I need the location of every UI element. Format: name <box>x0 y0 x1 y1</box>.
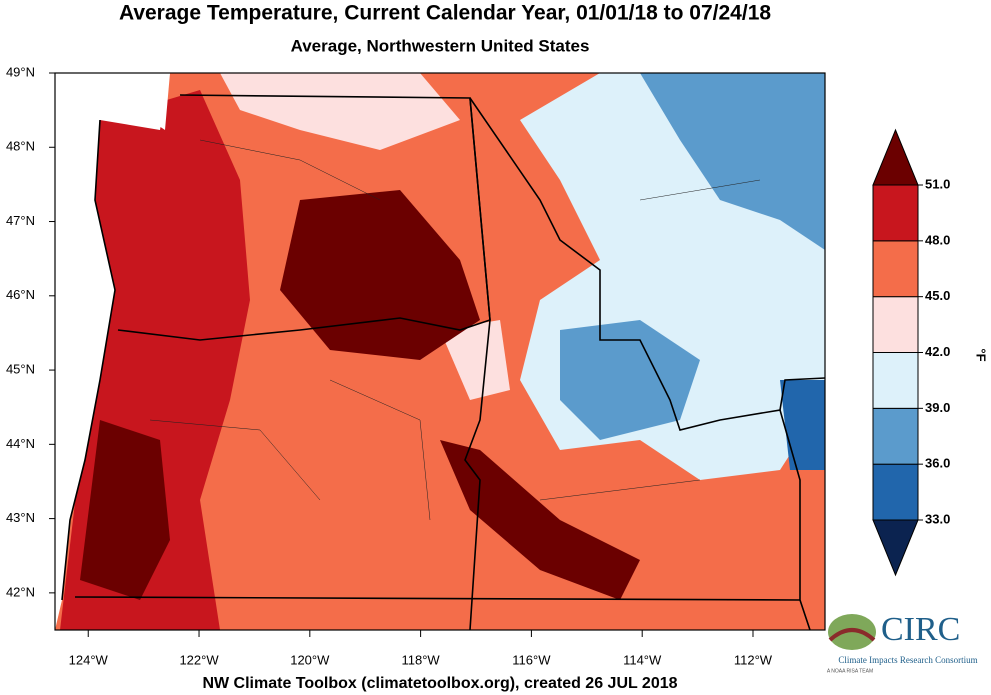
colorbar-tick-label: 51.0 <box>925 176 950 191</box>
y-tick-label: 47°N <box>6 213 35 228</box>
x-tick-label: 112°W <box>734 652 773 667</box>
colorbar-bin <box>872 296 919 353</box>
unit-label: °F <box>974 348 989 361</box>
y-tick-label: 42°N <box>6 584 35 599</box>
colorbar-bin <box>872 184 919 242</box>
y-tick-label: 49°N <box>6 64 35 79</box>
colorbar-bin <box>872 240 919 298</box>
colorbar-bin <box>872 352 919 409</box>
borders <box>61 94 826 631</box>
map-frame <box>54 72 826 631</box>
logo: CIRC Climate Impacts Research Consortium… <box>827 611 978 675</box>
x-tick-label: 118°W <box>402 652 441 667</box>
y-tick-label: 45°N <box>6 362 35 377</box>
x-tick-label: 116°W <box>512 652 551 667</box>
colorbar-tick-label: 39.0 <box>925 400 950 415</box>
colorbar-over <box>872 128 919 186</box>
y-tick-label: 48°N <box>6 139 35 154</box>
x-tick-label: 122°W <box>179 652 219 667</box>
map-raster <box>55 73 825 630</box>
y-tick-label: 46°N <box>6 287 35 302</box>
x-tick-label: 124°W <box>69 652 109 667</box>
colorbar-bin <box>872 463 919 521</box>
y-tick-label: 44°N <box>6 436 35 451</box>
colorbar-tick-label: 45.0 <box>925 288 950 303</box>
x-tick-label: 114°W <box>623 652 662 667</box>
colorbar-tick-label: 33.0 <box>925 511 950 526</box>
colorbar-tick-label: 36.0 <box>925 456 950 471</box>
logo-full-name: Climate Impacts Research Consortium <box>838 655 977 665</box>
x-tick-label: 120°W <box>290 652 330 667</box>
logo-tagline: A NOAA RISA TEAM <box>827 668 873 674</box>
credit: NW Climate Toolbox (climatetoolbox.org),… <box>202 675 677 692</box>
title: Average Temperature, Current Calendar Ye… <box>119 2 771 25</box>
y-tick-label: 43°N <box>6 510 35 525</box>
colorbar-tick-label: 48.0 <box>925 232 950 247</box>
subtitle: Average, Northwestern United States <box>291 36 590 55</box>
logo-name: CIRC <box>881 611 960 648</box>
colorbar-under <box>872 519 919 577</box>
logo-stripe <box>828 628 876 642</box>
colorbar-bin <box>872 407 919 465</box>
colorbar-tick-label: 42.0 <box>925 344 950 359</box>
